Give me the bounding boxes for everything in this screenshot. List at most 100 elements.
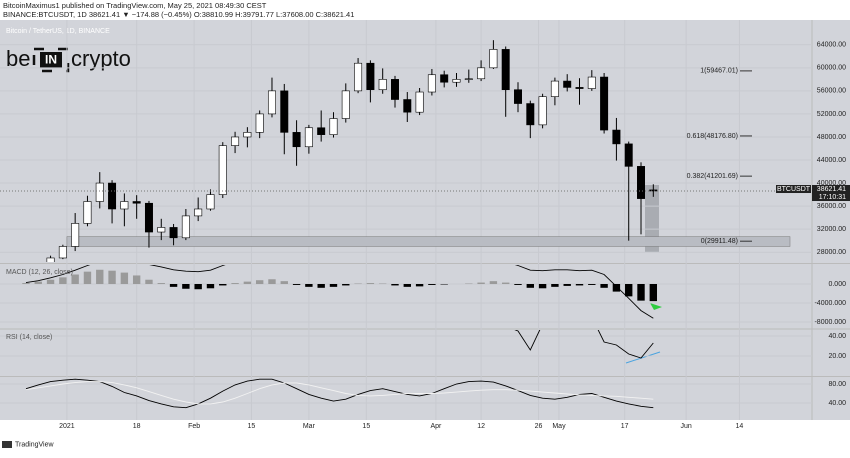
histogram-bar	[576, 284, 583, 285]
histogram-bar	[170, 284, 177, 287]
candle-body	[391, 79, 398, 99]
histogram-bar	[490, 281, 497, 284]
x-tick-label: 18	[133, 423, 141, 430]
y-tick-label: 36000.00	[817, 203, 846, 210]
histogram-bar	[367, 283, 374, 284]
candle-body	[207, 195, 214, 209]
histogram-bar	[613, 284, 620, 292]
candle-body	[367, 63, 374, 90]
candle-body	[625, 144, 632, 166]
y-tick-label: 0.000	[828, 281, 846, 288]
candle-body	[256, 114, 263, 132]
histogram-bar	[650, 284, 657, 301]
candle-body	[576, 87, 583, 88]
histogram-bar	[281, 281, 288, 284]
x-tick-label: 14	[736, 423, 744, 430]
histogram-bar	[121, 273, 128, 284]
candle-body	[650, 190, 657, 191]
x-tick-label: May	[552, 423, 566, 430]
fib-label: 0(29911.48)	[701, 238, 738, 245]
histogram-bar	[625, 284, 632, 296]
histogram-bar	[133, 275, 140, 284]
footer-bg	[0, 420, 850, 453]
chart-bg	[0, 20, 850, 420]
histogram-bar	[145, 280, 152, 284]
candle-body	[219, 146, 226, 195]
candle-body	[59, 246, 66, 258]
price-label: 38621.41	[817, 186, 846, 193]
histogram-bar	[317, 284, 324, 288]
candle-body	[539, 97, 546, 125]
histogram-bar	[244, 282, 251, 284]
logo-text: crypto	[71, 46, 131, 71]
tv-icon	[2, 441, 12, 448]
candle-body	[317, 128, 324, 135]
candle-body	[354, 63, 361, 91]
x-tick-label: 15	[248, 423, 256, 430]
candle-body	[453, 79, 460, 82]
y-tick-label: 28000.00	[817, 249, 846, 256]
header-line: BINANCE:BTCUSDT, 1D 38621.41 ▼ −174.88 (…	[3, 10, 354, 19]
candle-body	[342, 91, 349, 119]
histogram-bar	[416, 284, 423, 286]
logo-text: be	[6, 46, 30, 71]
y-tick-label: 64000.00	[817, 42, 846, 49]
support-zone	[67, 237, 790, 247]
candle-body	[71, 223, 78, 246]
candle-body	[305, 128, 312, 147]
histogram-bar	[231, 283, 238, 284]
x-tick-label: 15	[362, 423, 370, 430]
fib-label: 0.382(41201.69)	[687, 173, 738, 180]
y-tick-label: 48000.00	[817, 134, 846, 141]
candle-body	[182, 216, 189, 238]
histogram-bar	[84, 272, 91, 284]
candle-body	[465, 79, 472, 80]
candle-body	[293, 132, 300, 146]
candle-body	[281, 91, 288, 132]
x-tick-label: 12	[477, 423, 485, 430]
histogram-bar	[551, 284, 558, 287]
logo-text: IN	[45, 53, 57, 67]
histogram-bar	[22, 283, 29, 284]
y-tick-label: 56000.00	[817, 88, 846, 95]
candle-body	[379, 79, 386, 89]
x-tick-label: Apr	[431, 423, 443, 430]
histogram-bar	[539, 284, 546, 288]
histogram-bar	[477, 283, 484, 284]
candle-body	[514, 90, 521, 104]
fib-label: 0.618(48176.80)	[687, 133, 738, 140]
header-line: BitcoinMaximus1 published on TradingView…	[3, 1, 267, 10]
y-tick-label: 20.00	[828, 353, 846, 360]
x-tick-label: 17	[621, 423, 629, 430]
x-tick-label: 2021	[59, 423, 75, 430]
histogram-bar	[428, 284, 435, 285]
histogram-bar	[305, 284, 312, 287]
candle-body	[145, 203, 152, 232]
candle-body	[613, 130, 620, 144]
candle-body	[637, 166, 644, 198]
candle-body	[588, 77, 595, 89]
histogram-bar	[256, 280, 263, 284]
y-tick-label: 60000.00	[817, 65, 846, 72]
y-tick-label: 44000.00	[817, 157, 846, 164]
histogram-bar	[108, 271, 115, 284]
histogram-bar	[35, 282, 42, 284]
countdown-label: 17:10:31	[819, 194, 846, 201]
candle-body	[244, 132, 251, 137]
histogram-bar	[637, 284, 644, 301]
y-tick-label: 52000.00	[817, 111, 846, 118]
histogram-bar	[391, 284, 398, 285]
footer-brand: TradingView	[15, 441, 54, 448]
histogram-bar	[219, 284, 226, 285]
histogram-bar	[330, 284, 337, 287]
candle-body	[600, 77, 607, 130]
histogram-bar	[293, 284, 300, 285]
chart-title: Bitcoin / TetherUS, 1D, BINANCE	[6, 28, 110, 35]
histogram-bar	[564, 284, 571, 286]
candle-body	[194, 209, 201, 216]
symbol-label: BTCUSDT	[777, 186, 811, 193]
x-tick-label: 26	[535, 423, 543, 430]
histogram-bar	[268, 279, 275, 284]
histogram-bar	[404, 284, 411, 287]
candle-body	[502, 49, 509, 89]
